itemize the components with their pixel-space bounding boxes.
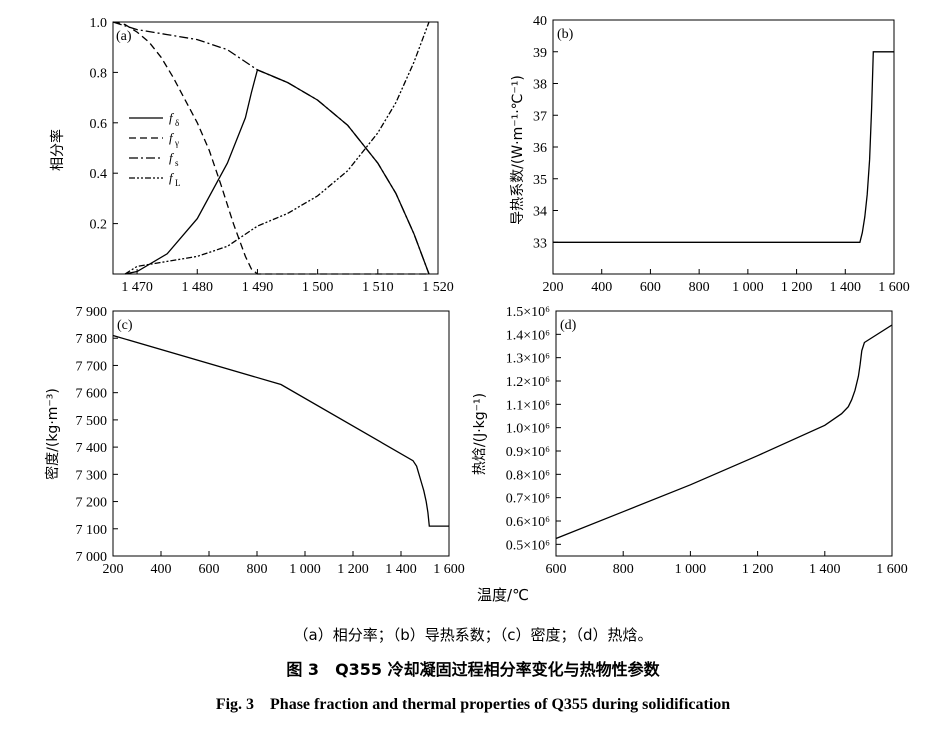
panel-b-frame [552, 19, 895, 275]
panel-b-xtick-label: 1 600 [878, 280, 910, 295]
panel-a-ytick-label: 0.8 [90, 66, 108, 81]
panel-b-ytick-label: 35 [533, 173, 547, 188]
panel-d-ytick-label: 1.5×10⁶ [506, 305, 550, 320]
panel-a-series-line [124, 21, 430, 275]
panel-d-xtick-label: 800 [613, 562, 634, 577]
panel-c-xtick-label: 600 [199, 562, 220, 577]
panel-d-ytick-label: 0.6×10⁶ [506, 515, 550, 530]
figure-caption-english: Fig. 3 Phase fraction and thermal proper… [215, 696, 731, 713]
panel-d-ytick-label: 1.0×10⁶ [506, 422, 550, 437]
panel-a-legend-subscript: s [175, 158, 179, 168]
panel-d-label: (d) [560, 318, 577, 333]
panel-a-legend-subscript: L [175, 178, 181, 188]
panel-d-frame [555, 310, 893, 557]
panel-b-xtick-label: 1 200 [781, 280, 813, 295]
panel-b-ytick-label: 36 [533, 141, 547, 156]
panel-c-ytick-label: 7 200 [76, 496, 108, 511]
panel-a-legend-label: f [169, 150, 175, 165]
panel-d-xtick-label: 1 200 [742, 562, 774, 577]
panel-c-ylabel: 密度/(kg·m⁻³) [44, 388, 61, 480]
panel-a-ytick-label: 0.4 [90, 167, 108, 182]
panel-c-ytick-label: 7 300 [76, 468, 108, 483]
figure-caption-chinese: 图 3 Q355 冷却凝固过程相分率变化与热物性参数 [286, 660, 660, 679]
panel-b-xtick-label: 800 [689, 280, 710, 295]
panel-a-xtick-label: 1 490 [242, 280, 274, 295]
panel-d-ytick-label: 1.4×10⁶ [506, 328, 550, 343]
panel-a-frame [112, 21, 439, 275]
panel-b-label: (b) [557, 27, 574, 42]
panel-a-legend-subscript: γ [174, 138, 179, 148]
panel-c-xtick-label: 1 200 [337, 562, 369, 577]
panel-b-series-line [553, 51, 894, 243]
panel-d-ytick-label: 0.9×10⁶ [506, 445, 550, 460]
panel-a-ytick-label: 0.2 [90, 218, 108, 233]
panel-d-ylabel: 热焓/(J·kg⁻¹) [472, 393, 488, 475]
panel-c-frame [112, 310, 450, 557]
panel-c-ytick-label: 7 400 [76, 441, 108, 456]
panel-d-ytick-label: 0.8×10⁶ [506, 468, 550, 483]
shared-xlabel: 温度/℃ [477, 586, 529, 604]
panel-c-xtick-label: 1 400 [385, 562, 417, 577]
panel-a-xtick-label: 1 500 [302, 280, 334, 295]
panel-b-ytick-label: 38 [533, 78, 547, 93]
panel-a-legend-label: f [169, 170, 175, 185]
panel-a-xtick-label: 1 470 [121, 280, 153, 295]
panel-d-xtick-label: 1 000 [675, 562, 707, 577]
panel-a-label: (a) [116, 29, 132, 44]
chart-marks: 1 470 1 480 1 490 1 500 1 510 1 520 0.2 0.4 0.6 0… [76, 14, 910, 577]
panel-b-ytick-label: 34 [533, 205, 547, 220]
panel-b-ytick-label: 37 [533, 109, 547, 124]
panel-a-legend-subscript: δ [175, 118, 179, 128]
panel-d-ytick-label: 0.7×10⁶ [506, 492, 550, 507]
panel-c-ytick-label: 7 900 [76, 305, 108, 320]
panel-d-ytick-label: 1.3×10⁶ [506, 352, 550, 367]
panel-b-ytick-label: 39 [533, 46, 547, 61]
panel-c-xtick-label: 400 [151, 562, 172, 577]
panel-c-ytick-label: 7 500 [76, 414, 108, 429]
panel-c-ytick-label: 7 600 [76, 387, 108, 402]
panel-a-legend-label: f [169, 110, 175, 125]
panel-a-xtick-label: 1 510 [362, 280, 394, 295]
panel-d-xtick-label: 1 600 [876, 562, 908, 577]
panel-d-xtick-label: 600 [546, 562, 567, 577]
panel-a-ylabel: 相分率 [49, 129, 66, 171]
panel-c-xtick-label: 200 [103, 562, 124, 577]
panel-c-ytick-label: 7 700 [76, 359, 108, 374]
figure-subcaption: （a）相分率；（b）导热系数；（c）密度；（d）热焓。 [293, 626, 653, 644]
panel-a-legend-label: f [169, 130, 175, 145]
panel-c-ytick-label: 7 100 [76, 523, 108, 538]
panel-d-series-line [555, 324, 893, 540]
panel-b-ytick-label: 33 [533, 236, 547, 251]
panel-d-xtick-label: 1 400 [809, 562, 841, 577]
panel-c-series-line [112, 334, 449, 527]
panel-c-ytick-label: 7 000 [76, 550, 108, 565]
panel-a-series-line [112, 21, 429, 275]
panel-b-xtick-label: 400 [591, 280, 612, 295]
panel-b-xtick-label: 1 000 [732, 280, 764, 295]
panel-a-ytick-label: 1.0 [90, 16, 108, 31]
panel-d-ytick-label: 1.2×10⁶ [506, 375, 550, 390]
panel-b-ylabel: 导热系数/(W·m⁻¹·℃⁻¹) [510, 75, 526, 225]
panel-c-xtick-label: 1 600 [433, 562, 465, 577]
panel-b-ytick-label: 40 [533, 14, 547, 29]
figure-canvas: (a) (b) (c) (d) 相分率 导热系数/(W·m⁻¹·℃⁻¹) 密度/… [44, 14, 910, 604]
panel-a-xtick-label: 1 480 [182, 280, 214, 295]
panel-c-label: (c) [117, 318, 133, 333]
panel-c-ytick-label: 7 800 [76, 332, 108, 347]
panel-c-xtick-label: 800 [247, 562, 268, 577]
panel-d-ytick-label: 0.5×10⁶ [506, 538, 550, 553]
panel-b-xtick-label: 200 [543, 280, 564, 295]
panel-b-xtick-label: 1 400 [830, 280, 862, 295]
panel-a-series-line [112, 21, 430, 275]
panel-c-xtick-label: 1 000 [289, 562, 321, 577]
panel-a-ytick-label: 0.6 [90, 117, 108, 132]
panel-a-xtick-label: 1 520 [422, 280, 454, 295]
panel-d-ytick-label: 1.1×10⁶ [506, 398, 550, 413]
panel-b-xtick-label: 600 [640, 280, 661, 295]
